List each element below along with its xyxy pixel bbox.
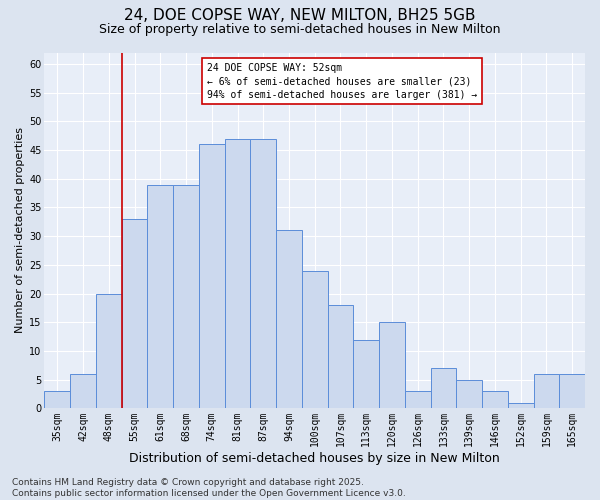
Bar — [302, 270, 328, 408]
Bar — [482, 391, 508, 408]
Bar — [70, 374, 96, 408]
Bar — [276, 230, 302, 408]
Bar — [250, 138, 276, 408]
Bar — [508, 402, 533, 408]
Bar — [173, 184, 199, 408]
Bar — [405, 391, 431, 408]
X-axis label: Distribution of semi-detached houses by size in New Milton: Distribution of semi-detached houses by … — [130, 452, 500, 465]
Text: 24, DOE COPSE WAY, NEW MILTON, BH25 5GB: 24, DOE COPSE WAY, NEW MILTON, BH25 5GB — [124, 8, 476, 22]
Bar — [122, 219, 148, 408]
Bar — [379, 322, 405, 408]
Bar — [353, 340, 379, 408]
Bar — [533, 374, 559, 408]
Bar — [148, 184, 173, 408]
Bar — [199, 144, 224, 408]
Y-axis label: Number of semi-detached properties: Number of semi-detached properties — [15, 128, 25, 334]
Bar — [224, 138, 250, 408]
Bar — [559, 374, 585, 408]
Bar — [44, 391, 70, 408]
Text: Contains HM Land Registry data © Crown copyright and database right 2025.
Contai: Contains HM Land Registry data © Crown c… — [12, 478, 406, 498]
Bar — [431, 368, 456, 408]
Bar — [96, 294, 122, 408]
Bar — [456, 380, 482, 408]
Text: 24 DOE COPSE WAY: 52sqm
← 6% of semi-detached houses are smaller (23)
94% of sem: 24 DOE COPSE WAY: 52sqm ← 6% of semi-det… — [206, 63, 477, 100]
Text: Size of property relative to semi-detached houses in New Milton: Size of property relative to semi-detach… — [99, 22, 501, 36]
Bar — [328, 305, 353, 408]
